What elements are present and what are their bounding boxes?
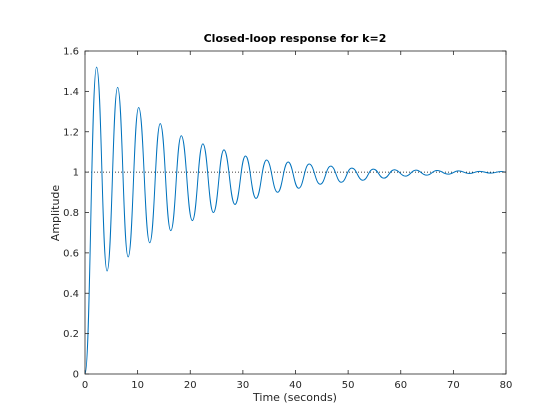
y-tick-label: 1.2 bbox=[63, 127, 79, 138]
series-line-0 bbox=[84, 66, 507, 375]
y-tick-label: 1.6 bbox=[63, 47, 79, 58]
x-tick-label: 30 bbox=[237, 380, 250, 391]
x-tick-label: 40 bbox=[289, 380, 302, 391]
y-tick-label: 0.2 bbox=[63, 329, 79, 340]
y-tick-label: 1.4 bbox=[63, 87, 79, 98]
y-tick-label: 0.8 bbox=[63, 208, 79, 219]
x-tick-label: 50 bbox=[342, 380, 355, 391]
axes-box bbox=[84, 50, 507, 375]
y-tick-label: 0.6 bbox=[63, 248, 79, 259]
y-tick-label: 0 bbox=[73, 370, 79, 381]
x-axis-label: Time (seconds) bbox=[252, 391, 337, 404]
y-tick-label: 0.4 bbox=[63, 289, 79, 300]
chart-title: Closed-loop response for k=2 bbox=[204, 32, 387, 45]
x-tick-label: 70 bbox=[447, 380, 460, 391]
y-tick-label: 1 bbox=[73, 168, 79, 179]
y-axis-label: Amplitude bbox=[49, 185, 62, 242]
x-tick-label: 80 bbox=[500, 380, 513, 391]
x-tick-label: 10 bbox=[131, 380, 144, 391]
x-tick-label: 60 bbox=[394, 380, 407, 391]
x-tick-label: 20 bbox=[184, 380, 197, 391]
x-tick-label: 0 bbox=[82, 380, 88, 391]
